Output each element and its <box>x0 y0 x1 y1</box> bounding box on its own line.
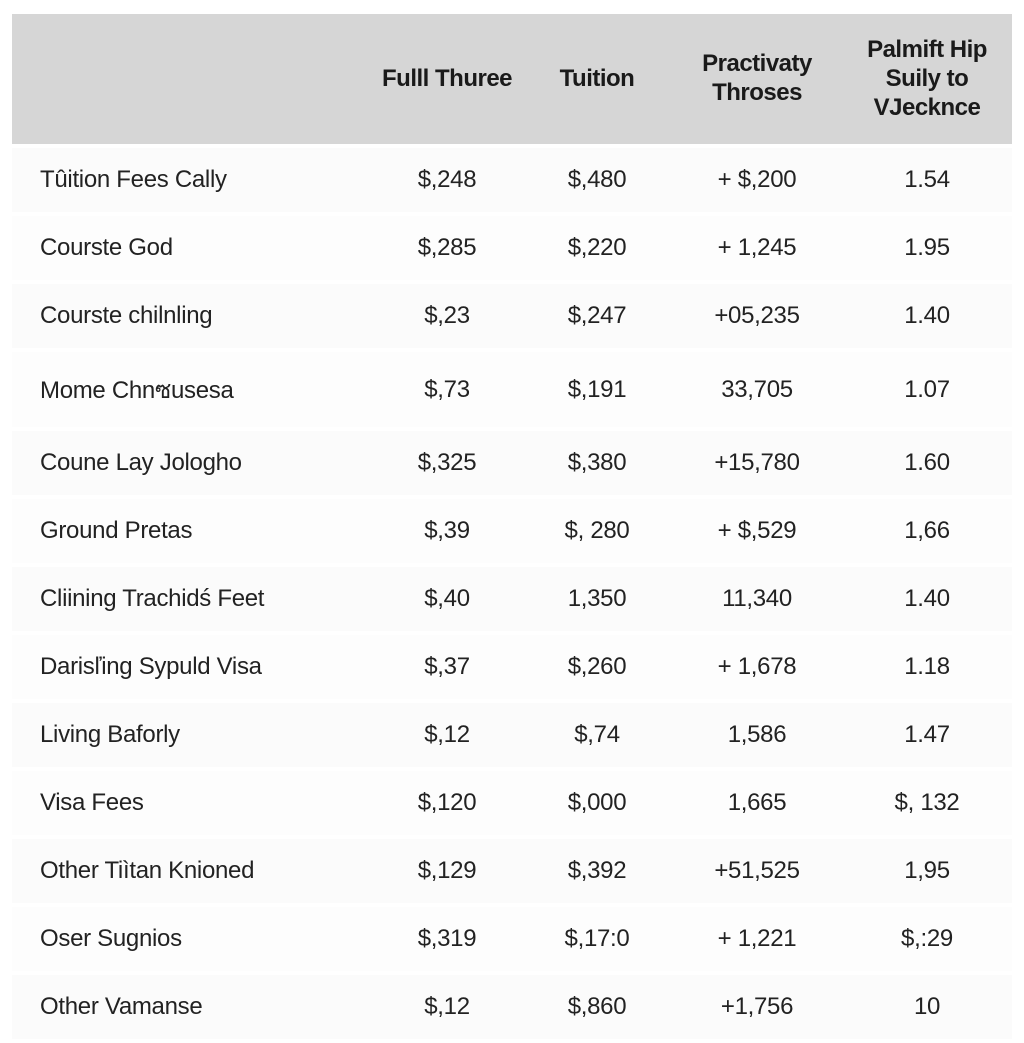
row-label: Courste God <box>12 216 372 280</box>
cell: +51,525 <box>672 839 842 903</box>
row-label: Coune Lay Jologho <box>12 431 372 495</box>
table-header-row: Fulll Thuree Tuition Practivaty Throses … <box>12 14 1012 144</box>
cell: $,12 <box>372 975 522 1039</box>
cell: $,37 <box>372 635 522 699</box>
cell: 1.40 <box>842 284 1012 348</box>
table-row: Other Tiìtan Knioned $,129 $,392 +51,525… <box>12 839 1012 903</box>
cell: 33,705 <box>672 352 842 427</box>
cell: 1.47 <box>842 703 1012 767</box>
cell: 11,340 <box>672 567 842 631</box>
table-row: Ground Pretas $,39 $, 280 + $,529 1,66 <box>12 499 1012 563</box>
cell: + 1,245 <box>672 216 842 280</box>
table-row: Darisľing Sypuld Visa $,37 $,260 + 1,678… <box>12 635 1012 699</box>
cell: $,23 <box>372 284 522 348</box>
table-row: Oser Sugnios $,319 $,17:0 + 1,221 $,:29 <box>12 907 1012 971</box>
col-header-tuition: Tuition <box>522 14 672 144</box>
cell: $,17:0 <box>522 907 672 971</box>
row-label: Tûition Fees Cally <box>12 148 372 212</box>
col-header-practivaty: Practivaty Throses <box>672 14 842 144</box>
cell: 10 <box>842 975 1012 1039</box>
cell: $,40 <box>372 567 522 631</box>
cell: + $,529 <box>672 499 842 563</box>
row-label: Darisľing Sypuld Visa <box>12 635 372 699</box>
cell: $,74 <box>522 703 672 767</box>
cell: $,73 <box>372 352 522 427</box>
cell: 1.40 <box>842 567 1012 631</box>
table-row: Courste chilnling $,23 $,247 +05,235 1.4… <box>12 284 1012 348</box>
row-label: Mome Chnซusesa <box>12 352 372 427</box>
col-header-blank <box>12 14 372 144</box>
row-label: Living Baforly <box>12 703 372 767</box>
cell: 1,350 <box>522 567 672 631</box>
cell: $,191 <box>522 352 672 427</box>
cell: +05,235 <box>672 284 842 348</box>
cell: $,480 <box>522 148 672 212</box>
cell: $,392 <box>522 839 672 903</box>
row-label: Cliining Trachidś Feet <box>12 567 372 631</box>
cell: + $,200 <box>672 148 842 212</box>
cell: $,248 <box>372 148 522 212</box>
cell: $,319 <box>372 907 522 971</box>
row-label: Visa Fees <box>12 771 372 835</box>
table-row: Other Vamanse $,12 $,860 +1,756 10 <box>12 975 1012 1039</box>
cell: + 1,678 <box>672 635 842 699</box>
cell: $,860 <box>522 975 672 1039</box>
col-header-full: Fulll Thuree <box>372 14 522 144</box>
row-label: Ground Pretas <box>12 499 372 563</box>
table-row: Visa Fees $,120 $,000 1,665 $, 132 <box>12 771 1012 835</box>
cell: 1.18 <box>842 635 1012 699</box>
cell: 1.95 <box>842 216 1012 280</box>
cell: $,380 <box>522 431 672 495</box>
table-body: Tûition Fees Cally $,248 $,480 + $,200 1… <box>12 148 1012 1039</box>
cell: $,12 <box>372 703 522 767</box>
table-row: Cliining Trachidś Feet $,40 1,350 11,340… <box>12 567 1012 631</box>
table-row: Living Baforly $,12 $,74 1,586 1.47 <box>12 703 1012 767</box>
cell: 1.60 <box>842 431 1012 495</box>
row-label: Courste chilnling <box>12 284 372 348</box>
cell: $,:29 <box>842 907 1012 971</box>
row-label: Oser Sugnios <box>12 907 372 971</box>
table-row: Tûition Fees Cally $,248 $,480 + $,200 1… <box>12 148 1012 212</box>
table-row: Mome Chnซusesa $,73 $,191 33,705 1.07 <box>12 352 1012 427</box>
cell: $,120 <box>372 771 522 835</box>
cell: 1,66 <box>842 499 1012 563</box>
row-label: Other Tiìtan Knioned <box>12 839 372 903</box>
cell: +1,756 <box>672 975 842 1039</box>
cell: +15,780 <box>672 431 842 495</box>
row-label: Other Vamanse <box>12 975 372 1039</box>
table-row: Coune Lay Jologho $,325 $,380 +15,780 1.… <box>12 431 1012 495</box>
cell: $,39 <box>372 499 522 563</box>
cell: $, 132 <box>842 771 1012 835</box>
cell: + 1,221 <box>672 907 842 971</box>
cell: $,260 <box>522 635 672 699</box>
cell: 1.07 <box>842 352 1012 427</box>
col-header-palmift: Palmift Hip Suily to VЈeckncе <box>842 14 1012 144</box>
table-row: Courste God $,285 $,220 + 1,245 1.95 <box>12 216 1012 280</box>
cell: $,220 <box>522 216 672 280</box>
cell: 1.54 <box>842 148 1012 212</box>
cell: $, 280 <box>522 499 672 563</box>
cell: $,247 <box>522 284 672 348</box>
cell: 1,665 <box>672 771 842 835</box>
cell: 1,95 <box>842 839 1012 903</box>
cell: 1,586 <box>672 703 842 767</box>
fees-table: Fulll Thuree Tuition Practivaty Throses … <box>12 10 1012 1043</box>
cell: $,000 <box>522 771 672 835</box>
cell: $,129 <box>372 839 522 903</box>
cell: $,285 <box>372 216 522 280</box>
cell: $,325 <box>372 431 522 495</box>
